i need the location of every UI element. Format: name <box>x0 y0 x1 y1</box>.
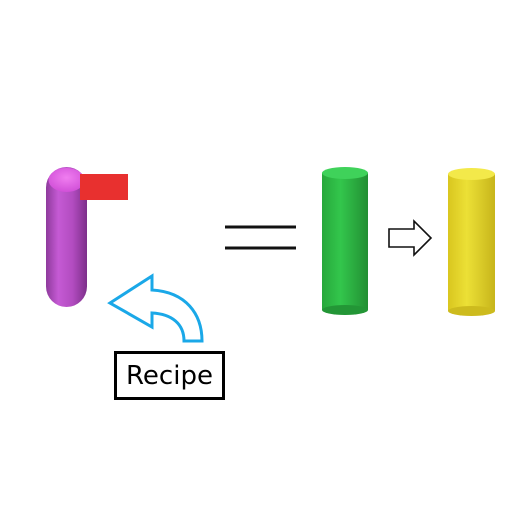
red-flag-icon <box>80 174 128 200</box>
green-cylinder-icon <box>322 167 368 315</box>
curved-arrow-icon <box>107 273 204 343</box>
recipe-label: Recipe <box>114 351 225 400</box>
purple-capsule-icon <box>46 167 87 307</box>
equals-sign-icon <box>225 225 296 250</box>
right-arrow-icon <box>388 219 433 257</box>
yellow-cylinder-icon <box>448 168 495 316</box>
